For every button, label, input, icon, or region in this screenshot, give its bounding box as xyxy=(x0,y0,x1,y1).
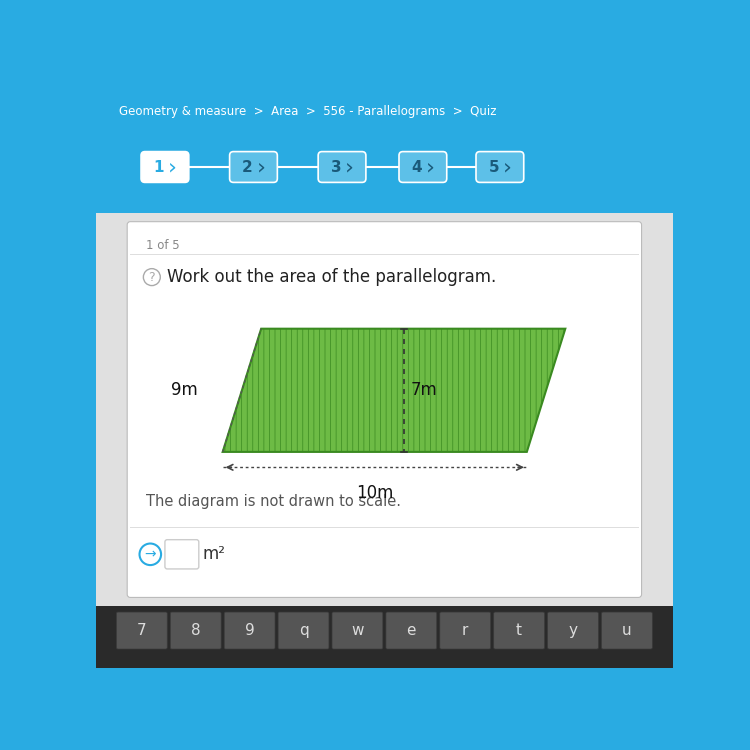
FancyBboxPatch shape xyxy=(116,612,167,649)
FancyBboxPatch shape xyxy=(170,612,221,649)
Text: 9m: 9m xyxy=(171,381,198,399)
Text: 1 of 5: 1 of 5 xyxy=(146,238,179,251)
Text: Work out the area of the parallelogram.: Work out the area of the parallelogram. xyxy=(167,268,497,286)
Text: 7: 7 xyxy=(137,623,147,638)
Text: u: u xyxy=(622,623,632,638)
Text: Geometry & measure  >  Area  >  556 - Parallelograms  >  Quiz: Geometry & measure > Area > 556 - Parall… xyxy=(118,105,496,118)
Text: ›: › xyxy=(503,157,512,177)
FancyBboxPatch shape xyxy=(494,612,544,649)
FancyBboxPatch shape xyxy=(602,612,652,649)
Text: 7m: 7m xyxy=(410,381,437,399)
FancyBboxPatch shape xyxy=(332,612,382,649)
Polygon shape xyxy=(96,213,674,606)
Text: ?: ? xyxy=(148,271,155,284)
FancyBboxPatch shape xyxy=(278,612,329,649)
Text: ›: › xyxy=(256,157,265,177)
Text: ›: › xyxy=(345,157,354,177)
FancyBboxPatch shape xyxy=(141,152,189,182)
Text: w: w xyxy=(351,623,364,638)
Text: t: t xyxy=(516,623,522,638)
FancyBboxPatch shape xyxy=(128,222,641,598)
FancyBboxPatch shape xyxy=(230,152,278,182)
Text: y: y xyxy=(568,623,578,638)
Text: ›: › xyxy=(426,157,435,177)
Text: ›: › xyxy=(168,157,177,177)
Text: →: → xyxy=(145,548,156,561)
FancyBboxPatch shape xyxy=(165,540,199,569)
Text: r: r xyxy=(462,623,469,638)
FancyBboxPatch shape xyxy=(318,152,366,182)
Text: 10m: 10m xyxy=(356,484,394,502)
Text: e: e xyxy=(406,623,416,638)
FancyBboxPatch shape xyxy=(476,152,524,182)
Text: m²: m² xyxy=(202,545,226,563)
Text: 3: 3 xyxy=(331,160,341,175)
FancyBboxPatch shape xyxy=(399,152,447,182)
FancyBboxPatch shape xyxy=(386,612,436,649)
Text: q: q xyxy=(298,623,308,638)
Text: The diagram is not drawn to scale.: The diagram is not drawn to scale. xyxy=(146,494,400,509)
Text: 2: 2 xyxy=(242,160,253,175)
Text: 4: 4 xyxy=(412,160,422,175)
Polygon shape xyxy=(223,328,566,452)
Text: 5: 5 xyxy=(488,160,499,175)
FancyBboxPatch shape xyxy=(548,612,598,649)
Circle shape xyxy=(140,544,161,565)
Polygon shape xyxy=(96,606,674,668)
Text: 8: 8 xyxy=(191,623,200,638)
FancyBboxPatch shape xyxy=(440,612,491,649)
Text: 9: 9 xyxy=(244,623,254,638)
FancyBboxPatch shape xyxy=(224,612,275,649)
Circle shape xyxy=(143,268,160,286)
Polygon shape xyxy=(96,90,674,213)
Text: 1: 1 xyxy=(154,160,164,175)
